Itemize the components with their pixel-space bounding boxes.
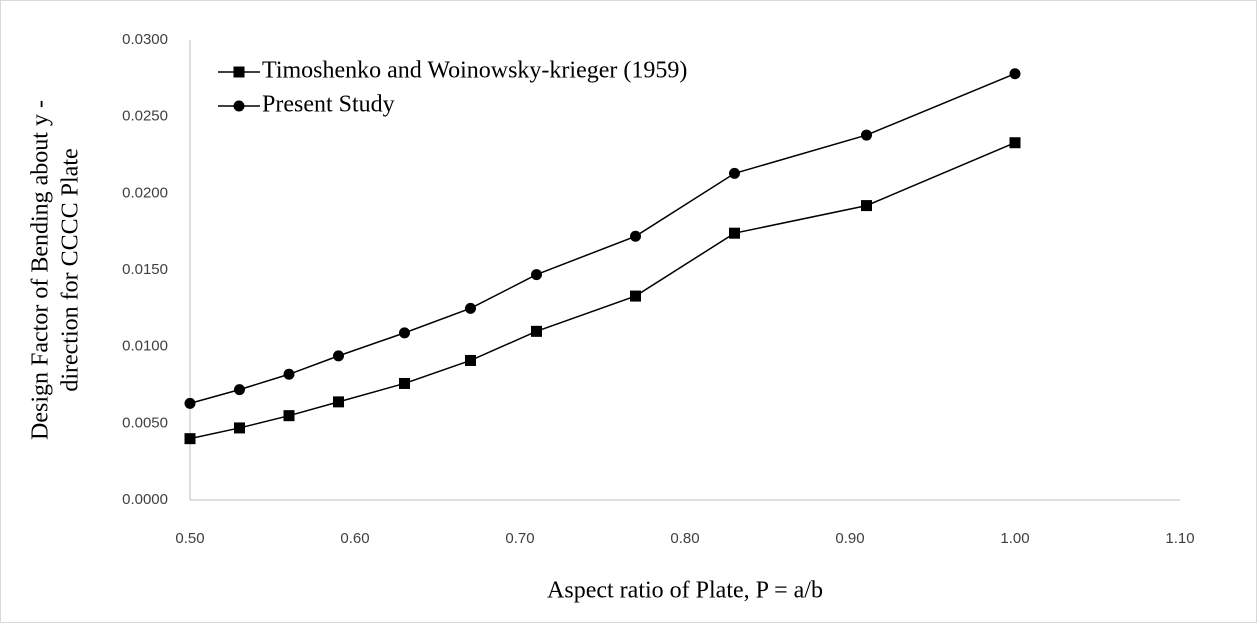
marker <box>1009 68 1021 80</box>
marker <box>729 227 740 239</box>
y-tick-label: 0.0000 <box>122 491 168 508</box>
y-axis-label: Design Factor of Bending about y - <box>28 100 54 440</box>
marker <box>729 167 740 179</box>
x-tick-label: 0.50 <box>175 530 204 547</box>
marker <box>1009 137 1021 149</box>
marker <box>531 269 542 281</box>
marker <box>184 397 196 409</box>
marker <box>333 350 344 362</box>
marker <box>861 129 872 141</box>
x-tick-label: 0.70 <box>505 530 534 547</box>
marker <box>630 230 641 242</box>
marker <box>333 396 344 408</box>
marker <box>234 422 245 434</box>
marker <box>184 433 196 445</box>
y-tick-label: 0.0050 <box>122 414 168 431</box>
y-tick-label: 0.0150 <box>122 261 168 278</box>
x-tick-label: 1.00 <box>1000 530 1029 547</box>
legend-marker <box>233 100 245 112</box>
marker <box>465 354 476 366</box>
marker <box>283 410 295 422</box>
x-axis-label: Aspect ratio of Plate, P = a/b <box>547 578 823 604</box>
legend-marker <box>233 66 245 78</box>
y-tick-label: 0.0200 <box>122 184 168 201</box>
marker <box>531 325 542 337</box>
y-axis-label: direction for CCCC Plate <box>58 148 84 391</box>
x-tick-label: 0.60 <box>340 530 369 547</box>
marker <box>283 368 295 380</box>
marker <box>465 302 476 314</box>
legend-label: Present Study <box>262 92 395 118</box>
marker <box>234 384 245 396</box>
x-tick-label: 0.80 <box>670 530 699 547</box>
marker <box>399 327 410 339</box>
x-tick-label: 1.10 <box>1165 530 1194 547</box>
marker <box>630 290 641 302</box>
legend-label: Timoshenko and Woinowsky-krieger (1959) <box>262 58 687 84</box>
marker <box>399 377 410 389</box>
y-tick-label: 0.0250 <box>122 108 168 125</box>
y-tick-label: 0.0100 <box>122 338 168 355</box>
marker <box>861 200 872 212</box>
x-tick-label: 0.90 <box>835 530 864 547</box>
y-tick-label: 0.0300 <box>122 31 168 48</box>
